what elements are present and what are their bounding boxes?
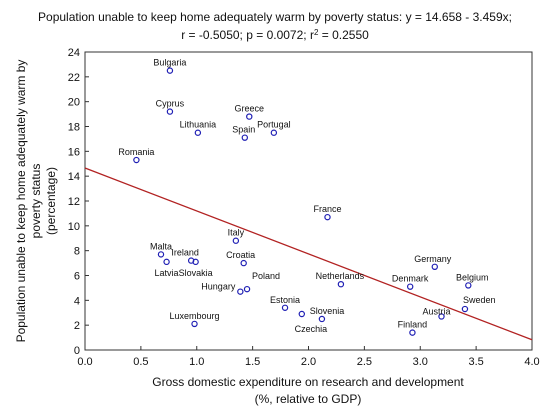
y-tick-label: 6	[74, 271, 80, 283]
data-point-label: Cyprus	[156, 99, 185, 109]
data-point	[298, 310, 305, 318]
data-point-label: France	[313, 204, 341, 214]
data-point-label: Finland	[398, 320, 428, 330]
data-point-label: Czechia	[295, 324, 328, 334]
y-tick-label: 16	[68, 146, 80, 158]
data-point-label: Croatia	[226, 250, 255, 260]
data-point-label: Slovenia	[310, 306, 345, 316]
x-tick-label: 1.0	[189, 356, 204, 368]
y-tick-label: 22	[68, 72, 80, 84]
data-point-label: Austria	[422, 306, 450, 316]
x-tick-label: 4.0	[524, 356, 539, 368]
y-tick-label: 14	[68, 171, 80, 183]
data-point	[241, 134, 249, 141]
data-point	[163, 258, 170, 266]
y-tick-label: 18	[68, 122, 80, 134]
x-tick-label: 0.5	[133, 356, 148, 368]
data-point	[133, 156, 140, 164]
y-tick-label: 10	[68, 221, 80, 233]
data-point	[406, 283, 414, 290]
y-axis-label-line-3: (percentage)	[44, 167, 58, 235]
x-tick-label: 0.0	[77, 356, 92, 368]
data-point-label: Latvia	[155, 268, 179, 278]
chart-title-line-2: r = -0.5050; p = 0.0072; r2 = 0.2550	[181, 28, 369, 43]
data-point-label: Italy	[228, 228, 245, 238]
data-point	[243, 285, 251, 293]
data-point	[246, 113, 253, 120]
data-point-label: Slovakia	[179, 268, 213, 278]
data-point	[461, 305, 469, 313]
data-point-label: Hungary	[201, 282, 236, 292]
x-tick-label: 2.0	[301, 356, 316, 368]
data-point	[337, 280, 345, 288]
data-point	[194, 129, 202, 136]
data-point-label: Sweden	[463, 295, 496, 305]
data-point-label: Estonia	[270, 295, 300, 305]
x-axis-label: Gross domestic expenditure on research a…	[152, 375, 464, 406]
y-tick-label: 20	[68, 97, 80, 109]
y-tick-label: 8	[74, 246, 80, 258]
data-point-label: Germany	[414, 254, 452, 264]
y-tick-label: 2	[74, 320, 80, 332]
data-point	[232, 237, 240, 244]
y-tick-label: 24	[68, 47, 80, 59]
y-axis-label-line-1: Population unable to keep home adequatel…	[14, 60, 28, 343]
data-point	[324, 213, 331, 221]
data-point-label: Poland	[252, 271, 280, 281]
data-point-label: Belgium	[456, 272, 489, 282]
data-point	[431, 263, 438, 271]
data-point	[191, 320, 198, 328]
x-tick-label: 2.5	[357, 356, 372, 368]
x-tick-label: 1.5	[245, 356, 260, 368]
data-point-label: Greece	[235, 104, 265, 114]
data-point	[465, 282, 472, 289]
chart-title: Population unable to keep home adequatel…	[38, 10, 512, 42]
data-point	[409, 329, 416, 336]
chart-title-line-1: Population unable to keep home adequatel…	[38, 10, 512, 24]
data-point	[438, 313, 445, 320]
data-point-label: Denmark	[392, 274, 429, 284]
y-axis-label: Population unable to keep home adequatel…	[14, 60, 58, 343]
data-point	[270, 129, 278, 136]
x-axis-label-line-2: (%, relative to GDP)	[255, 392, 362, 406]
data-point	[166, 67, 174, 74]
y-tick-label: 12	[68, 196, 80, 208]
data-point	[192, 258, 199, 266]
data-point-label: Portugal	[257, 120, 291, 130]
data-point-label: Netherlands	[316, 271, 365, 281]
y-tick-label: 4	[74, 295, 80, 307]
x-axis-label-line-1: Gross domestic expenditure on research a…	[152, 375, 464, 389]
plot-area	[84, 51, 533, 351]
y-tick-label: 0	[74, 345, 80, 357]
data-point	[281, 304, 289, 311]
data-point-label: Bulgaria	[153, 58, 186, 68]
data-point-label: Luxembourg	[169, 311, 219, 321]
data-point-label: Ireland	[171, 248, 199, 258]
data-points: Bulgaria Cyprus Greece Lithuania Spain Portug…	[118, 58, 495, 336]
regression-line	[84, 167, 533, 341]
data-point	[166, 108, 174, 115]
x-tick-label: 3.0	[413, 356, 428, 368]
data-point	[157, 251, 165, 258]
data-point-label: Lithuania	[180, 120, 217, 130]
y-axis-label-line-2: poverty status	[29, 164, 43, 239]
x-axis-ticks: 0.0 0.5 1.0 1.5 2.0 2.5 3.0 3.5 4.0	[77, 346, 540, 368]
data-point-label: Romania	[118, 147, 154, 157]
x-tick-label: 3.5	[468, 356, 483, 368]
data-point-label: Malta	[150, 241, 172, 251]
data-point	[240, 259, 247, 267]
data-point-label: Spain	[232, 125, 255, 135]
data-point	[237, 288, 244, 295]
data-point	[318, 315, 326, 323]
